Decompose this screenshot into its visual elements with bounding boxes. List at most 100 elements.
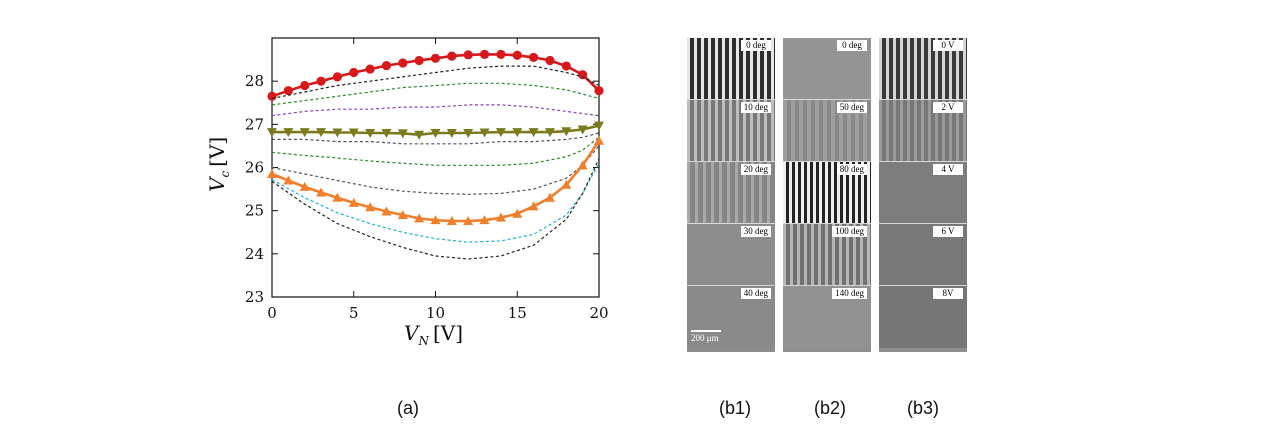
data-point bbox=[544, 192, 555, 202]
data-point bbox=[578, 70, 588, 80]
data-point bbox=[332, 192, 343, 202]
b1-frame-label: 0 deg bbox=[741, 40, 771, 51]
panel-b1: 0 deg 10 deg 20 deg 30 deg 40 deg 200 μm bbox=[687, 38, 775, 352]
b3-frame-label: 2 V bbox=[933, 102, 963, 113]
caption-b3: (b3) bbox=[906, 398, 939, 418]
b1-frame-label: 30 deg bbox=[740, 226, 771, 237]
data-point bbox=[430, 128, 441, 138]
data-point bbox=[463, 128, 474, 138]
y-tick-label: 24 bbox=[245, 245, 264, 263]
data-point bbox=[414, 130, 425, 140]
b3-frame-label: 6 V bbox=[933, 226, 963, 237]
data-point bbox=[447, 51, 457, 61]
b2-frame-5: 140 deg bbox=[783, 286, 871, 348]
data-point bbox=[349, 67, 359, 78]
b2-frame-3: 80 deg bbox=[783, 162, 871, 224]
b3-frame-label: 0 V bbox=[933, 40, 963, 51]
data-point bbox=[414, 55, 424, 66]
data-point bbox=[332, 72, 342, 82]
data-point bbox=[365, 128, 376, 138]
caption-b2: (b2) bbox=[813, 398, 846, 418]
b1-frame-label: 20 deg bbox=[740, 164, 771, 175]
series-line-9 bbox=[271, 139, 601, 223]
series-line-2 bbox=[271, 65, 600, 99]
series-line-11 bbox=[271, 158, 600, 260]
data-point bbox=[495, 212, 506, 222]
data-point bbox=[446, 216, 457, 226]
y-axis-label: Vc[V] bbox=[205, 137, 232, 192]
data-point bbox=[300, 80, 310, 91]
caption-b1: (b1) bbox=[718, 398, 751, 418]
data-point bbox=[397, 209, 408, 219]
data-point bbox=[414, 213, 425, 223]
data-point bbox=[529, 52, 539, 63]
b1-frame-2: 10 deg bbox=[687, 100, 775, 162]
data-point bbox=[479, 49, 490, 60]
data-point bbox=[316, 128, 327, 138]
data-point bbox=[528, 201, 539, 211]
data-point bbox=[577, 125, 588, 135]
data-point bbox=[430, 215, 441, 225]
x-tick-label: 15 bbox=[508, 304, 527, 322]
y-tick-label: 26 bbox=[245, 159, 264, 177]
data-point bbox=[512, 128, 523, 138]
data-point bbox=[512, 50, 522, 60]
data-point bbox=[594, 86, 604, 96]
b3-frame-label: 4 V bbox=[933, 164, 963, 175]
x-tick-label: 0 bbox=[267, 304, 277, 322]
x-tick-label: 20 bbox=[589, 304, 608, 322]
b2-frame-label: 0 deg bbox=[837, 40, 867, 51]
b2-frame-label: 100 deg bbox=[832, 226, 867, 237]
data-point bbox=[365, 64, 375, 74]
data-point bbox=[316, 76, 326, 86]
b3-frame-3: 4 V bbox=[879, 162, 967, 224]
series-line-10 bbox=[271, 162, 600, 243]
series-layer bbox=[267, 49, 604, 260]
data-point bbox=[283, 128, 294, 138]
series-line-8 bbox=[271, 145, 600, 195]
b2-frame-2: 50 deg bbox=[783, 100, 871, 162]
axis-ticks: 0 5 10 15 20 23 24 25 26 27 28 bbox=[245, 38, 609, 322]
y-tick-label: 23 bbox=[245, 288, 264, 306]
data-point bbox=[283, 175, 294, 185]
data-point bbox=[267, 91, 277, 101]
x-axis-label: VN [V] bbox=[404, 321, 463, 348]
data-point bbox=[545, 55, 555, 66]
b2-frame-label: 140 deg bbox=[832, 288, 867, 299]
data-point bbox=[479, 215, 490, 225]
data-point bbox=[463, 216, 474, 226]
data-point bbox=[479, 128, 490, 138]
data-point bbox=[381, 206, 392, 216]
b2-frame-label: 50 deg bbox=[836, 102, 867, 113]
data-point bbox=[365, 202, 376, 212]
vc-vs-vn-chart: 0 5 10 15 20 23 24 25 26 27 28 VN [V] Vc[V] bbox=[205, 37, 609, 348]
data-point bbox=[496, 49, 506, 60]
data-point bbox=[594, 121, 604, 131]
b3-frame-5: 8V bbox=[879, 286, 967, 348]
data-point bbox=[348, 128, 359, 138]
data-point bbox=[561, 61, 571, 71]
b1-frame-5: 40 deg 200 μm bbox=[687, 286, 775, 348]
caption-a: (a) bbox=[397, 398, 419, 418]
b1-frame-label: 10 deg bbox=[740, 102, 771, 113]
b2-frame-label: 80 deg bbox=[836, 164, 867, 175]
data-point bbox=[299, 181, 310, 191]
data-point bbox=[398, 58, 408, 68]
panel-b2: 0 deg 50 deg 80 deg 100 deg 140 deg bbox=[783, 38, 871, 352]
data-point bbox=[332, 128, 343, 138]
data-point bbox=[544, 128, 555, 138]
b1-frame-1: 0 deg bbox=[687, 38, 775, 100]
x-tick-label: 10 bbox=[426, 304, 445, 322]
y-tick-label: 28 bbox=[245, 72, 264, 90]
x-tick-label: 5 bbox=[349, 304, 359, 322]
b3-frame-label: 8V bbox=[933, 288, 963, 299]
b2-frame-1: 0 deg bbox=[783, 38, 871, 100]
series-line-6 bbox=[272, 132, 600, 145]
b1-frame-3: 20 deg bbox=[687, 162, 775, 224]
data-point bbox=[381, 61, 392, 71]
scale-bar: 200 μm bbox=[691, 330, 721, 343]
y-tick-label: 25 bbox=[245, 202, 264, 220]
y-tick-label: 27 bbox=[245, 115, 264, 133]
series-line-3 bbox=[271, 82, 600, 106]
data-point bbox=[299, 128, 310, 138]
